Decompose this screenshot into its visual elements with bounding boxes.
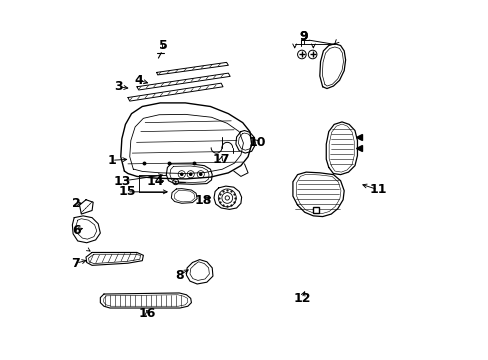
Circle shape	[188, 172, 192, 176]
Text: 11: 11	[368, 183, 386, 196]
Text: 9: 9	[299, 30, 307, 43]
Text: 3: 3	[114, 80, 122, 93]
Text: 1: 1	[107, 154, 116, 167]
Circle shape	[180, 172, 183, 176]
Text: 2: 2	[71, 197, 80, 210]
Circle shape	[199, 172, 202, 176]
Text: 6: 6	[72, 224, 81, 237]
Text: 12: 12	[292, 292, 310, 305]
Text: 10: 10	[248, 136, 265, 149]
Text: 13: 13	[113, 175, 130, 188]
Text: 16: 16	[138, 307, 155, 320]
Text: 15: 15	[118, 185, 135, 198]
Text: 4: 4	[134, 74, 143, 87]
Text: 18: 18	[194, 194, 211, 207]
Text: 9: 9	[299, 30, 307, 43]
Text: 5: 5	[159, 39, 168, 52]
Text: 8: 8	[175, 269, 184, 282]
Text: 7: 7	[71, 257, 80, 270]
Circle shape	[174, 181, 176, 183]
Text: 17: 17	[212, 153, 229, 166]
Text: 14: 14	[146, 175, 164, 188]
